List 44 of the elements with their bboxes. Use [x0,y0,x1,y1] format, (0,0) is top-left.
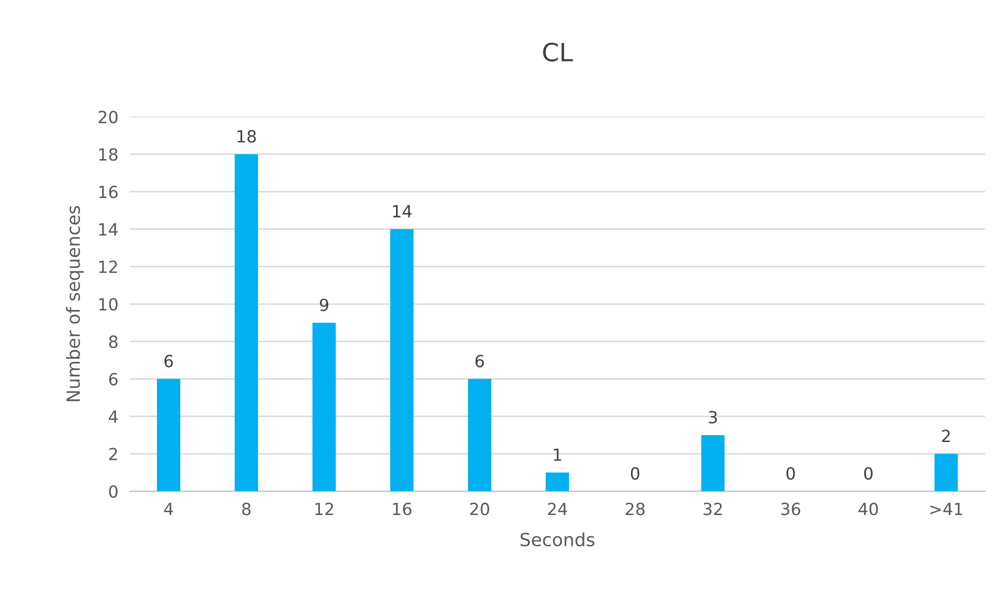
data-label: 0 [786,467,795,480]
bar [312,322,336,492]
x-tick-label: 16 [393,502,412,516]
y-tick-label: 12 [99,260,117,273]
y-tick-label: 0 [109,485,118,498]
x-tick-label: 32 [704,502,722,516]
y-tick-label: 20 [98,110,118,124]
data-label: 1 [554,448,562,461]
x-axis-title: Seconds [520,532,594,546]
x-tick-label: 12 [315,502,334,516]
x-tick-label: 8 [242,502,251,516]
bar [390,229,414,492]
bar [234,154,258,492]
x-tick-label: 28 [626,502,645,516]
y-tick-label: 8 [109,335,118,348]
chart-title: CL [543,42,573,62]
data-label: 6 [475,354,484,368]
x-tick-label: 40 [858,502,878,516]
y-axis-title: Number of sequences [66,206,84,402]
bar [934,454,958,492]
y-tick-label: 14 [99,223,118,236]
data-label: 18 [238,130,256,143]
data-label: 14 [393,205,412,218]
bar [468,378,492,492]
y-tick-label: 6 [109,372,118,386]
data-label: 0 [630,467,640,480]
y-tick-label: 18 [99,148,118,161]
x-tick-label: 20 [470,502,490,516]
x-tick-label: 36 [781,502,800,516]
y-tick-label: 2 [109,448,117,460]
data-label: 6 [164,354,173,368]
bar [156,378,180,492]
x-tick-label: >41 [930,502,962,516]
data-label: 9 [320,298,328,312]
y-tick-label: 16 [99,186,118,198]
data-label: 3 [708,410,717,424]
data-label: 2 [942,430,950,442]
x-tick-label: 24 [548,502,568,516]
bar [546,472,570,492]
x-tick-label: 4 [164,502,173,516]
bar [701,435,725,492]
y-tick-label: 10 [99,298,118,311]
y-tick-label: 4 [108,410,118,423]
data-label: 0 [864,467,873,480]
